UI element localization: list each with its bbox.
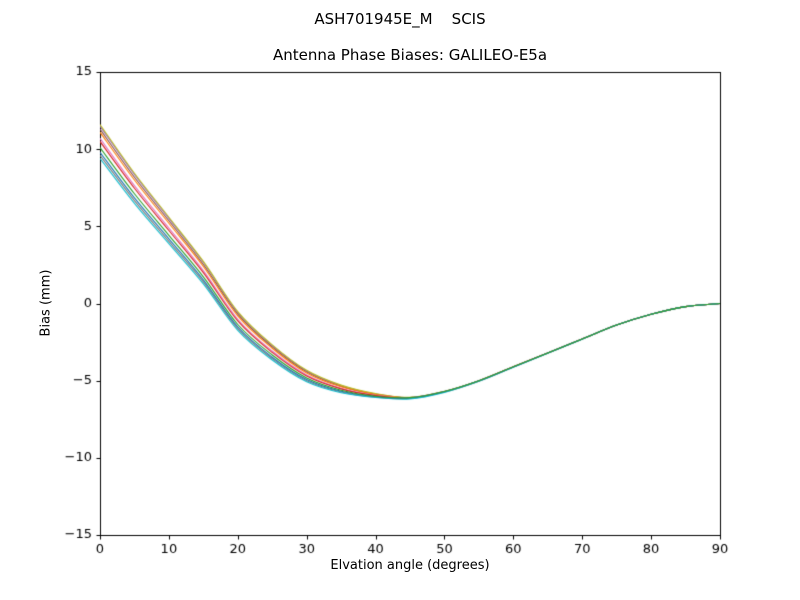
plot-area xyxy=(0,0,800,600)
figure: ASH701945E_M SCIS Antenna Phase Biases: … xyxy=(0,0,800,600)
